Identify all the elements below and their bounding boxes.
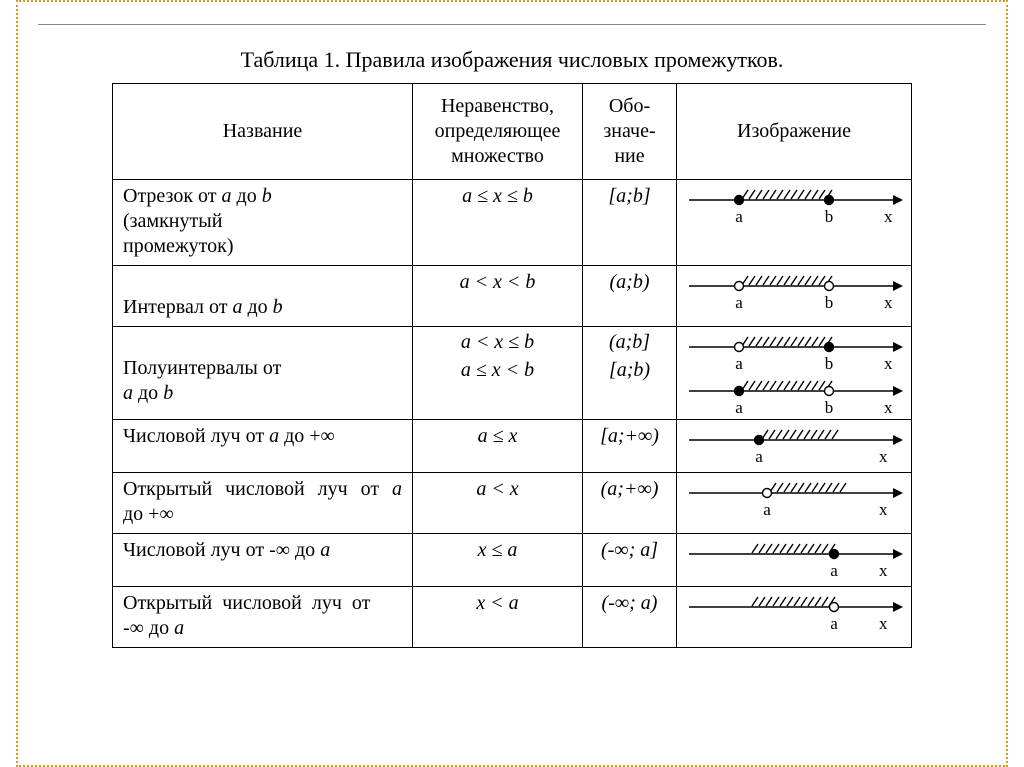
cell-name: Открытый числовой луч от -∞ до a xyxy=(113,587,413,648)
cell-inequality: x ≤ a xyxy=(413,534,583,587)
number-line-diagram: abx xyxy=(679,373,904,417)
svg-text:b: b xyxy=(825,293,834,312)
cell-image: abx xyxy=(677,180,912,266)
svg-text:b: b xyxy=(825,207,834,226)
cell-inequality: a ≤ x ≤ b xyxy=(413,180,583,266)
svg-text:a: a xyxy=(735,207,743,226)
header-image: Изображение xyxy=(677,84,912,180)
cell-inequality: x < a xyxy=(413,587,583,648)
cell-inequality: a < x xyxy=(413,473,583,534)
table-row: Открытый числовой луч от -∞ до ax < a(-∞… xyxy=(113,587,912,648)
cell-name: Интервал от a до b xyxy=(113,266,413,327)
header-notation: Обо-значе-ние xyxy=(583,84,677,180)
svg-text:x: x xyxy=(879,447,888,466)
svg-text:a: a xyxy=(763,500,771,519)
table-row: Числовой луч от a до +∞a ≤ x[a;+∞)ax xyxy=(113,420,912,473)
cell-notation: [a;+∞) xyxy=(583,420,677,473)
table-body: Отрезок от a до b(замкнутыйпромежуток)a … xyxy=(113,180,912,648)
header-name: Название xyxy=(113,84,413,180)
page: Таблица 1. Правила изображения числовых … xyxy=(0,0,1024,767)
cell-image: abx xyxy=(677,266,912,327)
table-header: Название Неравенство, определяющее множе… xyxy=(113,84,912,180)
table-row: Числовой луч от -∞ до ax ≤ a(-∞; a]ax xyxy=(113,534,912,587)
svg-text:a: a xyxy=(735,354,743,373)
cell-inequality: a ≤ x xyxy=(413,420,583,473)
cell-name: Числовой луч от a до +∞ xyxy=(113,420,413,473)
table-row: Открытый числовой луч от a до +∞a < x(a;… xyxy=(113,473,912,534)
cell-name: Отрезок от a до b(замкнутыйпромежуток) xyxy=(113,180,413,266)
table-row: Интервал от a до ba < x < b(a;b) a b x xyxy=(113,266,912,327)
header-inequality: Неравенство, определяющее множество xyxy=(413,84,583,180)
svg-text:a: a xyxy=(830,561,838,580)
horizontal-rule xyxy=(38,24,986,25)
number-line-diagram: abx xyxy=(679,329,904,373)
table-row: Отрезок от a до b(замкнутыйпромежуток)a … xyxy=(113,180,912,266)
intervals-table: Название Неравенство, определяющее множе… xyxy=(112,83,912,648)
cell-name: Открытый числовой луч от a до +∞ xyxy=(113,473,413,534)
svg-text:x: x xyxy=(884,398,893,417)
cell-image: ax xyxy=(677,587,912,648)
cell-image: ax xyxy=(677,473,912,534)
cell-name: Полуинтервалы отa до b xyxy=(113,327,413,420)
number-line-diagram: abx xyxy=(679,268,904,316)
cell-notation: (a;+∞) xyxy=(583,473,677,534)
svg-text:b: b xyxy=(825,398,834,417)
cell-notation: (-∞; a] xyxy=(583,534,677,587)
svg-text:b: b xyxy=(825,354,834,373)
svg-text:x: x xyxy=(879,500,888,519)
svg-text:x: x xyxy=(879,561,888,580)
svg-text:a: a xyxy=(735,293,743,312)
cell-name: Числовой луч от -∞ до a xyxy=(113,534,413,587)
svg-text:a: a xyxy=(755,447,763,466)
table-row: Полуинтервалы отa до ba < x ≤ ba ≤ x < b… xyxy=(113,327,912,420)
cell-image: a b x a b x xyxy=(677,327,912,420)
cell-notation: (a;b) xyxy=(583,266,677,327)
number-line-diagram: ax xyxy=(679,589,904,637)
cell-image: ax xyxy=(677,420,912,473)
svg-text:a: a xyxy=(830,614,838,633)
table-caption: Таблица 1. Правила изображения числовых … xyxy=(38,47,986,73)
svg-text:x: x xyxy=(884,293,893,312)
svg-text:x: x xyxy=(879,614,888,633)
svg-text:a: a xyxy=(735,398,743,417)
number-line-diagram: ax xyxy=(679,475,904,523)
cell-image: ax xyxy=(677,534,912,587)
number-line-diagram: ax xyxy=(679,536,904,584)
cell-inequality: a < x ≤ ba ≤ x < b xyxy=(413,327,583,420)
svg-text:x: x xyxy=(884,354,893,373)
cell-notation: [a;b] xyxy=(583,180,677,266)
svg-text:x: x xyxy=(884,207,893,226)
cell-notation: (-∞; a) xyxy=(583,587,677,648)
cell-inequality: a < x < b xyxy=(413,266,583,327)
number-line-diagram: abx xyxy=(679,182,904,230)
number-line-diagram: ax xyxy=(679,422,904,470)
cell-notation: (a;b][a;b) xyxy=(583,327,677,420)
